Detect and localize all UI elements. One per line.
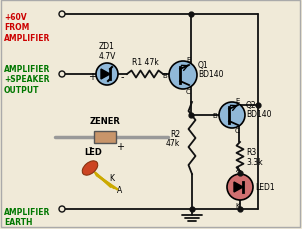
- Text: +: +: [116, 141, 124, 151]
- Circle shape: [59, 206, 65, 212]
- FancyBboxPatch shape: [94, 131, 116, 143]
- Text: B: B: [212, 112, 217, 118]
- Text: AMPLIFIER
+SPEAKER
OUTPUT: AMPLIFIER +SPEAKER OUTPUT: [4, 65, 50, 94]
- Text: E: E: [186, 57, 190, 63]
- Text: K: K: [236, 202, 240, 208]
- Text: -: -: [120, 72, 124, 82]
- Text: A: A: [117, 186, 123, 195]
- Text: -: -: [88, 141, 92, 151]
- Text: LED1: LED1: [255, 183, 275, 192]
- Circle shape: [59, 12, 65, 18]
- Circle shape: [219, 103, 245, 128]
- Text: ZD1
4.7V: ZD1 4.7V: [98, 42, 116, 61]
- Text: C: C: [235, 128, 240, 134]
- Text: +60V
FROM
AMPLIFIER: +60V FROM AMPLIFIER: [4, 13, 50, 43]
- Circle shape: [169, 62, 197, 90]
- Text: LED: LED: [84, 147, 102, 156]
- Text: E: E: [235, 98, 239, 104]
- Text: Q1
BD140: Q1 BD140: [198, 60, 223, 79]
- Text: K: K: [110, 174, 114, 183]
- Circle shape: [96, 64, 118, 86]
- Text: B: B: [162, 73, 167, 79]
- Text: ZENER: ZENER: [90, 117, 120, 125]
- Text: R1 47k: R1 47k: [132, 58, 158, 67]
- Text: R2
47k: R2 47k: [166, 129, 180, 148]
- Text: A: A: [236, 166, 240, 172]
- Circle shape: [59, 72, 65, 78]
- Circle shape: [227, 174, 253, 200]
- Text: +: +: [88, 72, 96, 82]
- Polygon shape: [101, 70, 110, 80]
- Text: R3
3.3k: R3 3.3k: [246, 147, 263, 166]
- Text: Q2
BD140: Q2 BD140: [246, 100, 271, 119]
- Text: C: C: [186, 89, 191, 95]
- Polygon shape: [234, 182, 243, 192]
- Ellipse shape: [82, 161, 98, 175]
- Text: AMPLIFIER
EARTH: AMPLIFIER EARTH: [4, 207, 50, 226]
